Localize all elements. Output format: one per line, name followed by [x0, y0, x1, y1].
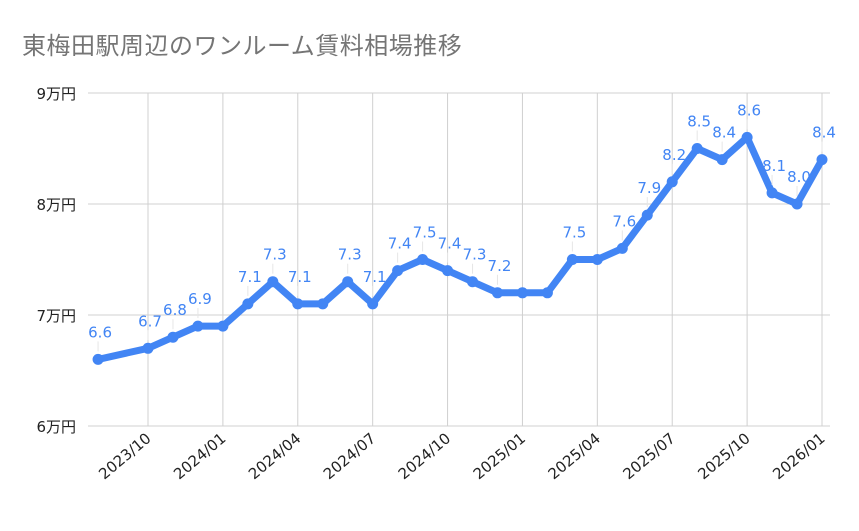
data-label: 7.6 [612, 212, 636, 230]
data-label: 8.0 [787, 168, 811, 186]
chart-title: 東梅田駅周辺のワンルーム賃料相場推移 [22, 32, 463, 60]
data-point [666, 176, 678, 188]
data-point [691, 143, 703, 154]
data-point [167, 331, 179, 343]
data-point [392, 265, 404, 277]
y-tick-label: 7万円 [36, 307, 76, 325]
x-tick-label: 2024/07 [320, 429, 379, 483]
data-label: 8.4 [712, 124, 736, 142]
data-point [716, 154, 728, 166]
data-label: 8.2 [662, 146, 686, 164]
x-tick-label: 2025/07 [619, 429, 678, 483]
x-tick-label: 2024/01 [170, 429, 229, 483]
data-point [516, 287, 528, 299]
data-label: 6.9 [188, 290, 212, 308]
data-label: 8.5 [687, 113, 711, 131]
x-tick-label: 2025/10 [694, 429, 753, 483]
x-tick-label: 2026/01 [769, 429, 828, 483]
y-tick-label: 8万円 [36, 196, 76, 214]
data-label: 8.6 [737, 101, 761, 119]
data-point [467, 276, 479, 288]
y-tick-label: 6万円 [36, 418, 76, 436]
data-label: 7.2 [488, 257, 512, 275]
data-label: 7.4 [388, 235, 412, 253]
data-point [342, 276, 354, 288]
data-point [591, 254, 603, 265]
data-label: 6.8 [163, 301, 187, 319]
data-point [242, 298, 254, 310]
x-tick-label: 2024/10 [395, 429, 454, 483]
data-label: 7.1 [288, 268, 312, 286]
data-point [641, 209, 653, 221]
data-point [217, 320, 229, 332]
data-point [442, 265, 454, 277]
data-point [791, 198, 803, 210]
x-tick-label: 2025/01 [470, 429, 529, 483]
data-point [92, 353, 104, 365]
x-tick-label: 2023/10 [95, 429, 154, 483]
data-point [541, 287, 553, 299]
data-point [142, 342, 154, 354]
data-label: 7.3 [263, 246, 287, 264]
data-label: 7.3 [463, 246, 487, 264]
data-point [741, 131, 753, 143]
data-point [816, 154, 828, 166]
data-label: 7.5 [562, 224, 586, 242]
data-point [317, 298, 329, 310]
data-point [566, 254, 578, 265]
data-point [417, 254, 429, 265]
data-label: 8.1 [762, 157, 786, 175]
y-tick-label: 9万円 [36, 85, 76, 103]
data-point [367, 298, 379, 310]
data-label: 6.7 [138, 312, 162, 330]
data-label: 7.4 [438, 235, 462, 253]
data-label: 7.5 [413, 224, 437, 242]
data-point [766, 187, 778, 199]
data-point [292, 298, 304, 310]
data-point [491, 287, 503, 299]
x-tick-label: 2024/04 [245, 429, 304, 483]
data-label: 7.1 [363, 268, 387, 286]
data-label: 7.3 [338, 246, 362, 264]
data-point [267, 276, 279, 288]
data-label: 7.9 [637, 179, 661, 197]
data-label: 6.6 [88, 323, 112, 341]
data-point [616, 242, 628, 254]
data-label: 7.1 [238, 268, 262, 286]
data-point [192, 320, 204, 332]
x-tick-label: 2025/04 [545, 429, 604, 483]
data-label: 8.4 [812, 124, 836, 142]
